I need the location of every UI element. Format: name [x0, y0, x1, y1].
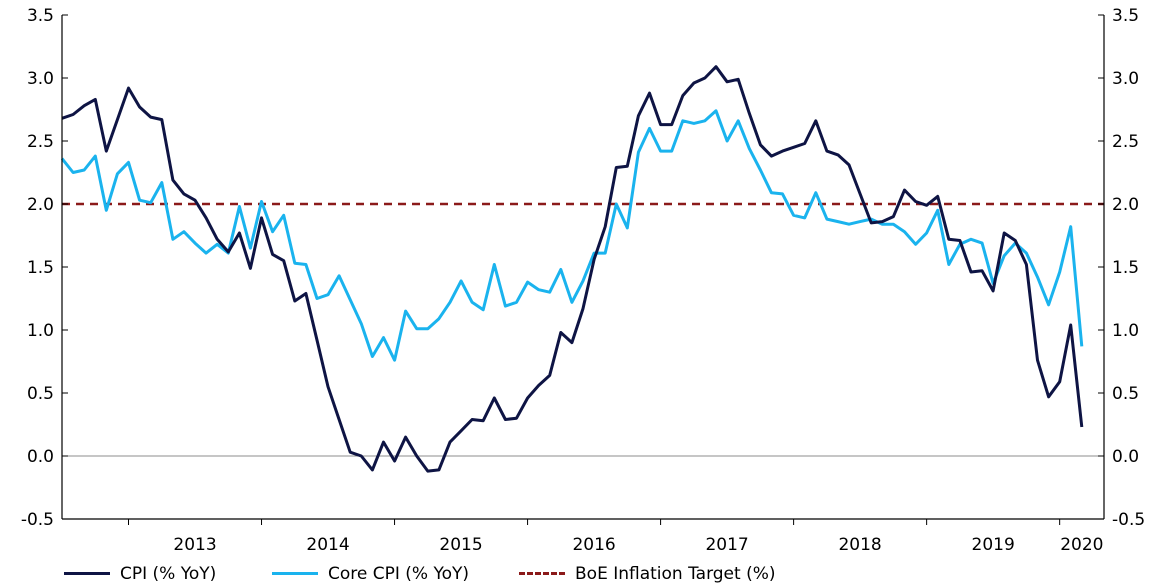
y-tick-label-left: 2.5 [27, 132, 54, 152]
legend-label-target: BoE Inflation Target (%) [575, 563, 776, 584]
y-tick-label-left: 2.0 [27, 195, 54, 215]
legend-item-target: BoE Inflation Target (%) [519, 559, 776, 588]
y-tick-label-left: 0.5 [27, 384, 54, 404]
y-tick-label-right: 2.0 [1112, 195, 1139, 215]
y-tick-label-left: -0.5 [21, 510, 54, 530]
y-tick-label-right: 1.0 [1112, 321, 1139, 341]
y-tick-label-right: -0.5 [1112, 510, 1145, 530]
x-tick-label: 2020 [1060, 535, 1103, 555]
series-layer [60, 65, 1084, 473]
x-tick-label: 2018 [838, 535, 881, 555]
y-tick-label-right: 2.5 [1112, 132, 1139, 152]
legend-label-cpi: CPI (% YoY) [120, 563, 217, 584]
x-tick-label: 2013 [173, 535, 216, 555]
legend-item-cpi: CPI (% YoY) [64, 559, 216, 588]
x-tick-label: 2015 [439, 535, 482, 555]
y-tick-label-right: 0.5 [1112, 384, 1139, 404]
y-tick-label-left: 3.5 [27, 6, 54, 26]
y-tick-label-left: 1.0 [27, 321, 54, 341]
legend-swatch-target [519, 572, 565, 575]
series-line-cpi [61, 65, 1084, 473]
y-tick-label-left: 1.5 [27, 258, 54, 278]
series-line-core [60, 109, 1084, 362]
legend-item-core-cpi: Core CPI (% YoY) [272, 559, 469, 588]
y-tick-label-left: 3.0 [27, 69, 54, 89]
legend-swatch-core-cpi [272, 572, 318, 575]
y-tick-label-left: 0.0 [27, 447, 54, 467]
chart-plot: -0.5 -0.5 0.0 0.0 0.5 0.5 1.0 1.0 1.5 1.5 2.0 2.0 2.… [21, 6, 1145, 555]
legend: CPI (% YoY) Core CPI (% YoY) BoE Inflati… [0, 559, 1169, 588]
x-tick-label: 2014 [306, 535, 349, 555]
y-tick-label-right: 0.0 [1112, 447, 1139, 467]
x-tick-label: 2017 [705, 535, 748, 555]
axes: -0.5 -0.5 0.0 0.0 0.5 0.5 1.0 1.0 1.5 1.5 2.0 2.0 2.… [21, 6, 1145, 555]
y-tick-label-right: 3.0 [1112, 69, 1139, 89]
y-tick-label-right: 1.5 [1112, 258, 1139, 278]
y-tick-label-right: 3.5 [1112, 6, 1139, 26]
x-tick-label: 2016 [572, 535, 615, 555]
legend-label-core-cpi: Core CPI (% YoY) [328, 563, 470, 584]
legend-swatch-cpi [64, 572, 110, 575]
x-tick-label: 2019 [972, 535, 1015, 555]
